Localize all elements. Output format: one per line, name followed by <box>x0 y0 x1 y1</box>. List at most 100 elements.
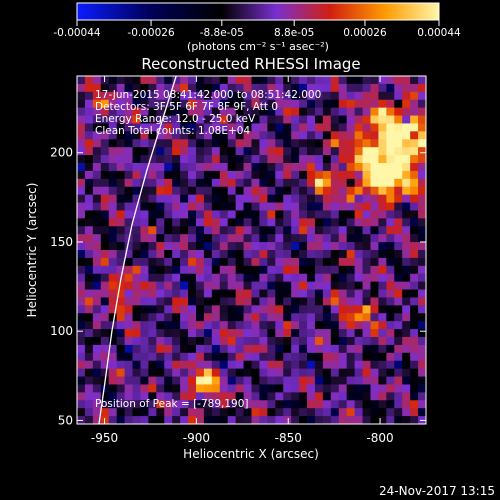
heatmap-cell <box>116 147 125 156</box>
heatmap-cell <box>314 99 324 109</box>
heatmap-cell <box>322 194 332 203</box>
heatmap-cell <box>291 194 300 203</box>
heatmap-cell <box>219 337 229 346</box>
heatmap-cell <box>330 352 340 362</box>
heatmap-cell <box>92 392 102 401</box>
heatmap-cell <box>140 123 149 132</box>
heatmap-cell <box>219 313 229 322</box>
heatmap-cell <box>354 83 363 93</box>
heatmap-cell <box>314 360 324 370</box>
heatmap-cell <box>378 313 387 322</box>
heatmap-cell <box>378 242 387 251</box>
heatmap-cell <box>394 408 403 417</box>
heatmap-cell <box>116 265 125 275</box>
heatmap-cell <box>386 265 395 275</box>
heatmap-cell <box>235 107 244 116</box>
heatmap-cell <box>235 218 244 227</box>
heatmap-cell <box>410 273 419 283</box>
heatmap-cell <box>92 360 102 370</box>
heatmap-cell <box>243 305 252 314</box>
heatmap-cell <box>108 115 118 124</box>
heatmap-cell <box>84 257 94 267</box>
heatmap-cell <box>156 186 165 196</box>
heatmap-cell <box>132 218 141 227</box>
heatmap-cell <box>195 360 205 370</box>
heatmap-cell <box>227 321 237 330</box>
heatmap-cell <box>77 170 86 180</box>
heatmap-cell <box>243 242 252 251</box>
heatmap-cell <box>164 368 173 377</box>
heatmap-cell <box>378 170 387 180</box>
heatmap-cell <box>140 305 149 314</box>
annotation-time-range: 17-Jun-2015 08:41:42.000 to 08:51:42.000 <box>95 89 321 101</box>
heatmap-cell <box>156 250 165 259</box>
heatmap-cell <box>259 281 268 290</box>
heatmap-cell <box>227 368 237 377</box>
heatmap-cell <box>156 321 165 330</box>
heatmap-cell <box>195 250 205 259</box>
heatmap-cell <box>227 329 237 338</box>
heatmap-cell <box>299 155 308 164</box>
heatmap-cell <box>362 155 371 164</box>
heatmap-cell <box>410 76 419 85</box>
heatmap-cell <box>164 83 173 93</box>
heatmap-cell <box>84 107 94 116</box>
heatmap-cell <box>362 170 371 180</box>
heatmap-cell <box>291 170 300 180</box>
heatmap-cell <box>251 297 260 306</box>
heatmap-cell <box>283 186 292 196</box>
heatmap-cell <box>307 186 316 196</box>
heatmap-cell <box>156 76 165 85</box>
heatmap-cell <box>140 392 149 401</box>
heatmap-cell <box>394 91 403 101</box>
heatmap-cell <box>259 218 268 227</box>
heatmap-cell <box>370 83 379 93</box>
heatmap-cell <box>219 107 229 116</box>
heatmap-cell <box>108 305 118 314</box>
heatmap-cell <box>267 408 276 417</box>
heatmap-cell <box>267 226 276 235</box>
heatmap-cell <box>346 305 356 314</box>
heatmap-cell <box>402 131 411 140</box>
heatmap-cell <box>330 115 340 124</box>
heatmap-cell <box>370 210 379 219</box>
heatmap-cell <box>330 337 340 346</box>
heatmap-cell <box>227 131 237 140</box>
heatmap-cell <box>267 123 276 132</box>
heatmap-cell <box>235 178 244 188</box>
heatmap-cell <box>299 242 308 251</box>
heatmap-cell <box>243 170 252 180</box>
heatmap-cell <box>394 321 403 330</box>
heatmap-cell <box>108 352 118 362</box>
heatmap-cell <box>172 242 181 251</box>
heatmap-cell <box>307 99 316 109</box>
heatmap-cell <box>92 250 102 259</box>
heatmap-cell <box>291 313 300 322</box>
heatmap-cell <box>386 344 395 354</box>
heatmap-cell <box>108 139 118 148</box>
heatmap-cell <box>370 281 379 290</box>
heatmap-cell <box>140 210 149 219</box>
heatmap-cell <box>330 416 340 424</box>
heatmap-cell <box>386 115 395 124</box>
heatmap-cell <box>346 250 356 259</box>
heatmap-cell <box>370 107 379 116</box>
heatmap-cell <box>291 289 300 298</box>
heatmap-cell <box>203 392 213 401</box>
heatmap-cell <box>148 123 157 132</box>
heatmap-cell <box>346 91 356 101</box>
heatmap-cell <box>164 115 173 124</box>
heatmap-cell <box>243 337 252 346</box>
heatmap-cell <box>386 321 395 330</box>
heatmap-cell <box>314 400 324 409</box>
heatmap-cell <box>338 76 348 85</box>
heatmap-cell <box>370 131 379 140</box>
heatmap-cell <box>243 400 252 409</box>
heatmap-cell <box>267 147 276 156</box>
heatmap-cell <box>219 194 229 203</box>
heatmap-cell <box>410 163 419 172</box>
heatmap-cell <box>132 321 141 330</box>
heatmap-cell <box>338 250 348 259</box>
heatmap-cell <box>370 115 379 124</box>
heatmap-cell <box>148 83 157 93</box>
